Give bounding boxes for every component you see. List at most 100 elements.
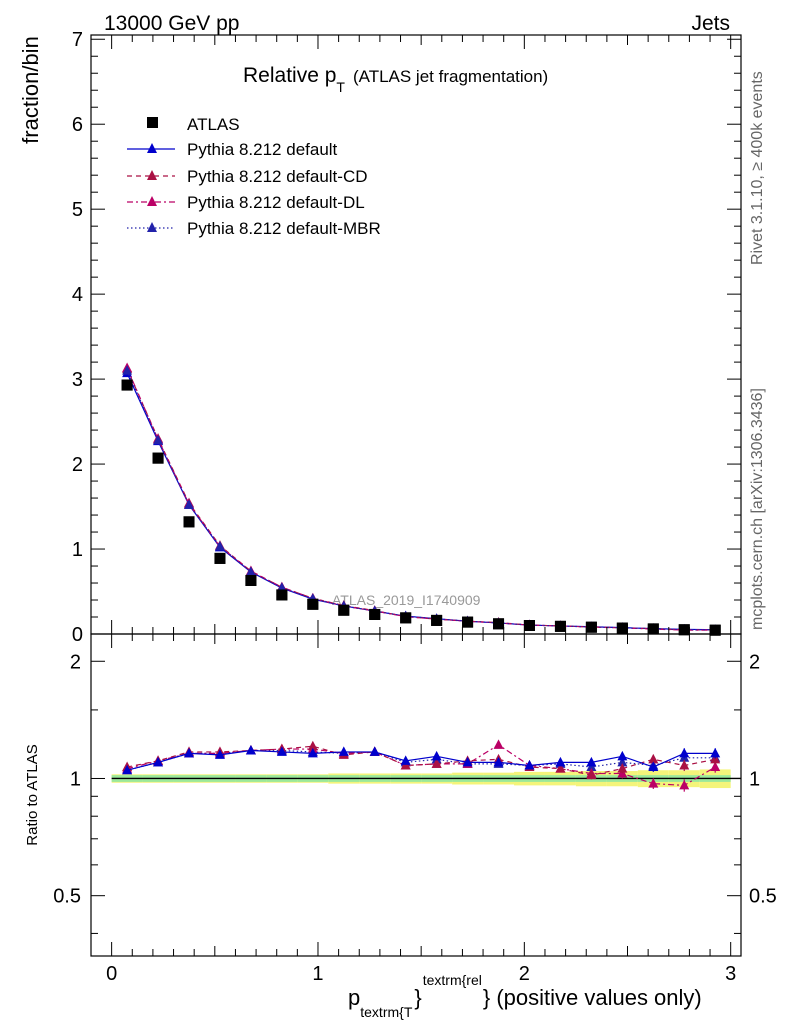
ratio-y-axis: 0.5 0.5 1 1 2 2 (53, 651, 777, 934)
energy-label: 13000 GeV pp (104, 12, 239, 35)
main-y-label: fraction/bin (18, 36, 43, 144)
ratio-point-pythia-8-212-default (462, 756, 473, 767)
ratio-point-pythia-8-212-default (431, 750, 442, 761)
atlas-data-point-top (616, 622, 628, 634)
atlas-data-point-top (493, 618, 505, 630)
curve-pythia-8-212-default-dl (126, 367, 716, 631)
legend-label-mbr: Pythia 8.212 default-MBR (187, 219, 381, 238)
ratio-point-pythia-8-212-default (122, 764, 133, 775)
ratio-point-pythia-8-212-default (710, 747, 721, 758)
y-tick-label: 3 (72, 369, 83, 391)
x-tick-label: 0 (106, 963, 117, 985)
legend-label-atlas: ATLAS (187, 115, 240, 134)
legend: ATLAS Pythia 8.212 default Pythia 8.212 … (127, 115, 381, 238)
y-tick-label: 0 (72, 624, 83, 646)
ratio-tick-label: 2 (70, 651, 81, 673)
legend-marker-mbr (147, 222, 157, 232)
ratio-point-pythia-8-212-default-cd (648, 753, 659, 764)
curve-pythia-8-212-default-mbr (126, 370, 716, 631)
y-tick-label: 4 (72, 284, 83, 306)
atlas-data-point-top (523, 620, 535, 632)
main-series-marks (121, 362, 721, 636)
ratio-tick-label: 0.5 (53, 886, 81, 908)
atlas-data-point-top (585, 621, 597, 633)
ratio-y-label: Ratio to ATLAS (24, 744, 41, 845)
y-tick-label: 7 (72, 29, 83, 51)
ratio-point-pythia-8-212-default-dl (493, 739, 504, 749)
ratio-point-pythia-8-212-default (400, 755, 411, 765)
process-label: Jets (691, 12, 730, 35)
legend-label-dl: Pythia 8.212 default-DL (187, 193, 365, 212)
ratio-point-pythia-8-212-default (153, 756, 164, 767)
ratio-tick-label-right: 2 (749, 651, 760, 673)
ratio-tick-label-right: 1 (749, 768, 760, 790)
ratio-point-pythia-8-212-default (276, 746, 287, 756)
point-pythia-8-212-default-mbr (153, 434, 164, 445)
ratio-point-pythia-8-212-default (648, 761, 659, 772)
ratio-point-pythia-8-212-default-cd (555, 763, 566, 773)
y-tick-label: 1 (72, 539, 83, 561)
ratio-uncertainty-band (111, 769, 741, 789)
ratio-point-pythia-8-212-default (214, 749, 225, 759)
point-pythia-8-212-default-mbr (276, 582, 287, 592)
main-title: Relative pT(ATLAS jet fragmentation) (243, 64, 548, 95)
atlas-data-point-top (369, 608, 381, 620)
x-tick-label: 3 (725, 963, 736, 985)
atlas-data-point-top (338, 604, 350, 616)
atlas-data-point-top (183, 516, 195, 528)
main-y-axis: 0 1 2 3 4 5 6 7 (72, 29, 741, 646)
legend-label-default: Pythia 8.212 default (187, 140, 338, 159)
rivet-label: Rivet 3.1.10, ≥ 400k events (749, 71, 766, 265)
ratio-point-pythia-8-212-default (617, 750, 628, 761)
ratio-tick-label: 1 (70, 768, 81, 790)
x-axis: 0 1 2 3 (90, 35, 736, 985)
legend-marker-dl (147, 196, 157, 206)
ratio-point-pythia-8-212-default (586, 756, 597, 767)
x-axis-label: ptextrm{T}textrm{rel} (positive values o… (348, 972, 702, 1020)
y-tick-label: 2 (72, 454, 83, 476)
ratio-point-pythia-8-212-default-cd (679, 759, 690, 770)
atlas-data-point-top (214, 552, 226, 564)
x-tick-label: 1 (312, 963, 323, 985)
atlas-data-point-top (400, 612, 412, 624)
ratio-point-pythia-8-212-default (555, 756, 566, 767)
ratio-point-pythia-8-212-default (245, 744, 256, 755)
ratio-point-pythia-8-212-default-cd (617, 763, 628, 773)
ratio-point-pythia-8-212-default (524, 759, 535, 770)
point-pythia-8-212-default-mbr (214, 540, 225, 551)
atlas-data-point-top (709, 624, 721, 636)
atlas-data-point-top (152, 452, 164, 464)
y-tick-label: 6 (72, 114, 83, 136)
atlas-data-point-top (554, 620, 566, 632)
legend-marker-atlas (147, 117, 158, 128)
ratio-point-pythia-8-212-default (679, 747, 690, 758)
ratio-point-pythia-8-212-default-cd (586, 769, 597, 780)
mcplots-label: mcplots.cern.ch [arXiv:1306.3436] (749, 388, 766, 630)
ratio-panel-frame (90, 633, 742, 957)
ratio-point-pythia-8-212-default-dl (710, 761, 721, 772)
ratio-point-pythia-8-212-default-dl (679, 779, 690, 790)
atlas-data-point-top (431, 614, 443, 626)
atlas-data-point-top (245, 574, 257, 586)
atlas-data-point-top (678, 624, 690, 636)
legend-label-cd: Pythia 8.212 default-CD (187, 167, 368, 186)
ratio-tick-label-right: 0.5 (749, 886, 777, 908)
ratio-point-pythia-8-212-default-cd (307, 740, 318, 751)
atlas-data-point-top (462, 616, 474, 628)
ratio-point-pythia-8-212-default (338, 746, 349, 756)
atlas-data-point-top (307, 598, 319, 610)
ratio-point-pythia-8-212-default-cd (431, 758, 442, 768)
ratio-point-pythia-8-212-default (493, 756, 504, 767)
legend-marker-cd (147, 170, 157, 180)
y-tick-label: 5 (72, 199, 83, 221)
analysis-watermark: ATLAS_2019_I1740909 (332, 592, 481, 608)
ratio-curve-pythia-8-212-default (126, 749, 716, 771)
ratio-point-pythia-8-212-default (369, 746, 380, 756)
curve-pythia-8-212-default-cd (126, 368, 716, 631)
point-pythia-8-212-default-mbr (122, 365, 133, 375)
ratio-series-marks (122, 739, 721, 792)
atlas-data-point-top (121, 379, 133, 391)
x-tick-label: 2 (519, 963, 530, 985)
ratio-point-pythia-8-212-default (307, 747, 318, 758)
